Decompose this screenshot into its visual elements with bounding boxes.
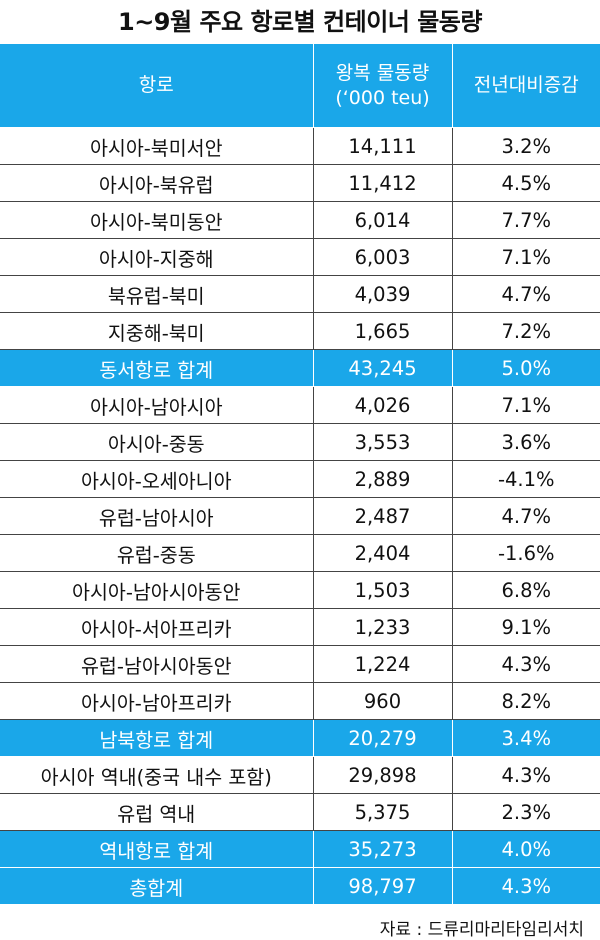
header-change: 전년대비증감: [452, 44, 600, 128]
route-cell: 아시아-남아시아동안: [0, 571, 314, 609]
change-cell: 4.3%: [452, 867, 600, 905]
volume-cell: 960: [313, 682, 453, 720]
change-cell: 7.1%: [452, 238, 600, 276]
table-row: 아시아-서아프리카 1,233 9.1%: [0, 608, 600, 646]
route-cell: 아시아-중동: [0, 423, 314, 461]
table-row: 아시아-중동 3,553 3.6%: [0, 423, 600, 461]
table-row: 아시아 역내(중국 내수 포함) 29,898 4.3%: [0, 756, 600, 794]
table-row: 아시아-북미동안 6,014 7.7%: [0, 201, 600, 239]
change-cell: 3.6%: [452, 423, 600, 461]
volume-cell: 2,404: [313, 534, 453, 572]
total-row: 동서항로 합계 43,245 5.0%: [0, 349, 600, 387]
route-cell: 동서항로 합계: [0, 349, 314, 387]
table-body: 아시아-북미서안 14,111 3.2% 아시아-북유럽 11,412 4.5% 아시아-북…: [0, 127, 600, 905]
volume-cell: 4,026: [313, 386, 453, 424]
route-cell: 유럽-중동: [0, 534, 314, 572]
route-cell: 아시아-지중해: [0, 238, 314, 276]
route-cell: 아시아 역내(중국 내수 포함): [0, 756, 314, 794]
route-cell: 유럽-남아시아: [0, 497, 314, 535]
change-cell: 4.3%: [452, 645, 600, 683]
volume-cell: 1,503: [313, 571, 453, 609]
table-row: 유럽-남아시아동안 1,224 4.3%: [0, 645, 600, 683]
total-row: 남북항로 합계 20,279 3.4%: [0, 719, 600, 757]
volume-cell: 3,553: [313, 423, 453, 461]
volume-cell: 35,273: [313, 830, 453, 868]
table-row: 유럽-남아시아 2,487 4.7%: [0, 497, 600, 535]
header-row: 항로 왕복 물동량 (‘000 teu) 전년대비증감: [0, 44, 600, 128]
volume-cell: 98,797: [313, 867, 453, 905]
volume-cell: 11,412: [313, 164, 453, 202]
change-cell: 7.7%: [452, 201, 600, 239]
volume-cell: 6,014: [313, 201, 453, 239]
table-row: 유럽-중동 2,404 -1.6%: [0, 534, 600, 572]
route-cell: 아시아-북유럽: [0, 164, 314, 202]
table-row: 아시아-남아시아 4,026 7.1%: [0, 386, 600, 424]
route-cell: 총합계: [0, 867, 314, 905]
total-row: 역내항로 합계 35,273 4.0%: [0, 830, 600, 868]
header-route: 항로: [0, 44, 314, 128]
change-cell: 4.0%: [452, 830, 600, 868]
route-cell: 아시아-남아시아: [0, 386, 314, 424]
volume-cell: 6,003: [313, 238, 453, 276]
table-row: 아시아-북미서안 14,111 3.2%: [0, 127, 600, 165]
route-cell: 아시아-서아프리카: [0, 608, 314, 646]
route-cell: 유럽 역내: [0, 793, 314, 831]
volume-cell: 2,487: [313, 497, 453, 535]
table-row: 아시아-오세아니아 2,889 -4.1%: [0, 460, 600, 498]
table-row: 유럽 역내 5,375 2.3%: [0, 793, 600, 831]
route-cell: 북유럽-북미: [0, 275, 314, 313]
table-title: 1~9월 주요 항로별 컨테이너 물동량: [118, 8, 482, 36]
volume-cell: 2,889: [313, 460, 453, 498]
volume-cell: 29,898: [313, 756, 453, 794]
change-cell: 3.2%: [452, 127, 600, 165]
table-row: 북유럽-북미 4,039 4.7%: [0, 275, 600, 313]
change-cell: 4.5%: [452, 164, 600, 202]
route-cell: 유럽-남아시아동안: [0, 645, 314, 683]
volume-cell: 14,111: [313, 127, 453, 165]
table-row: 아시아-남아시아동안 1,503 6.8%: [0, 571, 600, 609]
route-cell: 지중해-북미: [0, 312, 314, 350]
container-volume-table: 항로 왕복 물동량 (‘000 teu) 전년대비증감 아시아-북미서안 14,1…: [0, 44, 600, 905]
table-row: 지중해-북미 1,665 7.2%: [0, 312, 600, 350]
route-cell: 아시아-북미서안: [0, 127, 314, 165]
volume-cell: 1,665: [313, 312, 453, 350]
route-cell: 아시아-북미동안: [0, 201, 314, 239]
change-cell: 7.1%: [452, 386, 600, 424]
change-cell: 8.2%: [452, 682, 600, 720]
volume-cell: 20,279: [313, 719, 453, 757]
change-cell: 4.7%: [452, 497, 600, 535]
change-cell: 7.2%: [452, 312, 600, 350]
route-cell: 아시아-남아프리카: [0, 682, 314, 720]
table-row: 아시아-지중해 6,003 7.1%: [0, 238, 600, 276]
route-cell: 아시아-오세아니아: [0, 460, 314, 498]
change-cell: -4.1%: [452, 460, 600, 498]
volume-cell: 1,233: [313, 608, 453, 646]
change-cell: -1.6%: [452, 534, 600, 572]
volume-cell: 4,039: [313, 275, 453, 313]
header-volume-line1: 왕복 물동량: [335, 61, 430, 84]
total-row: 총합계 98,797 4.3%: [0, 867, 600, 905]
change-cell: 2.3%: [452, 793, 600, 831]
change-cell: 5.0%: [452, 349, 600, 387]
header-volume: 왕복 물동량 (‘000 teu): [313, 44, 453, 128]
volume-cell: 43,245: [313, 349, 453, 387]
change-cell: 6.8%: [452, 571, 600, 609]
change-cell: 4.7%: [452, 275, 600, 313]
header-volume-line2: (‘000 teu): [335, 86, 430, 109]
change-cell: 3.4%: [452, 719, 600, 757]
volume-cell: 5,375: [313, 793, 453, 831]
route-cell: 역내항로 합계: [0, 830, 314, 868]
change-cell: 4.3%: [452, 756, 600, 794]
table-row: 아시아-북유럽 11,412 4.5%: [0, 164, 600, 202]
source-note: 자료 : 드류리마리타임리서치: [379, 920, 584, 940]
volume-cell: 1,224: [313, 645, 453, 683]
change-cell: 9.1%: [452, 608, 600, 646]
table-row: 아시아-남아프리카 960 8.2%: [0, 682, 600, 720]
route-cell: 남북항로 합계: [0, 719, 314, 757]
